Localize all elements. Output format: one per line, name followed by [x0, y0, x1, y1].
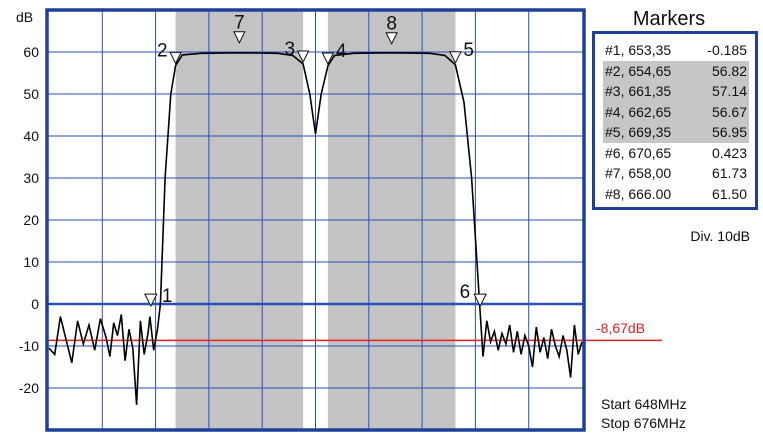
marker-row-value: 56.67	[711, 103, 747, 120]
reference-level-label: -8,67dB	[596, 320, 646, 336]
marker-row-value: 0.423	[711, 144, 747, 161]
marker-row: #8, 666.00 61.50	[603, 184, 749, 205]
marker-row-value: 61.50	[711, 185, 747, 202]
stop-frequency-label: Stop 676MHz	[601, 415, 686, 431]
division-label: Div. 10dB	[690, 228, 750, 244]
marker-row: #5, 669,35 56.95	[603, 122, 749, 143]
grid-lines	[47, 10, 584, 430]
marker-row-id-freq: #8, 666.00	[605, 185, 672, 202]
marker-row-value: 57.14	[711, 83, 747, 99]
marker-row-id-freq: #7, 658,00	[605, 165, 672, 181]
y-tick-label: -10	[19, 338, 39, 354]
markers-title: Markers	[632, 8, 706, 30]
marker-triangle-4	[321, 52, 335, 66]
filter-response-trace	[48, 51, 583, 405]
marker-triangle-7	[233, 31, 246, 44]
y-tick-label: 0	[31, 296, 39, 312]
marker-label-8: 8	[386, 14, 397, 35]
marker-triangle-3	[296, 50, 310, 64]
marker-row: #3, 661,35 57.14	[603, 81, 749, 102]
marker-triangle-8	[385, 32, 398, 45]
marker-row-value: -0.185	[707, 42, 747, 58]
marker-table: #1, 653,35 -0.185 #2, 654,65 56.82 #3, 661,3…	[592, 31, 758, 210]
marker-row-value: 56.95	[711, 124, 747, 140]
y-unit-label: dB	[16, 9, 33, 25]
y-tick-labels: 60 50 40 30 20 10 0 -10 -20	[19, 44, 39, 396]
marker-label-1: 1	[162, 286, 173, 307]
marker-row: #4, 662,65 56.67	[603, 101, 749, 122]
marker-row-id-freq: #5, 669,35	[605, 124, 672, 140]
marker-row: #7, 658,00 61.73	[603, 163, 749, 184]
y-tick-label: -20	[19, 380, 39, 396]
marker-row-id-freq: #3, 661,35	[605, 83, 672, 99]
start-frequency-label: Start 648MHz	[601, 396, 687, 412]
y-tick-label: 30	[23, 170, 39, 186]
y-tick-label: 60	[23, 44, 39, 60]
marker-row-id-freq: #4, 662,65	[605, 103, 672, 120]
marker-triangle-1	[144, 293, 158, 308]
marker-triangles: 1 2 3 4 5 6 7 8	[144, 13, 487, 308]
marker-row-value: 61.73	[711, 165, 747, 181]
y-tick-label: 20	[23, 212, 39, 228]
marker-row-value: 56.82	[711, 62, 747, 79]
marker-label-3: 3	[285, 39, 296, 60]
marker-triangle-6	[473, 293, 487, 308]
marker-label-6: 6	[460, 282, 471, 303]
marker-row: #2, 654,65 56.82	[603, 60, 749, 81]
y-tick-label: 50	[23, 86, 39, 102]
marker-row-id-freq: #6, 670,65	[605, 144, 672, 161]
marker-row: #1, 653,35 -0.185	[603, 40, 749, 61]
y-tick-label: 10	[23, 254, 39, 270]
plot-frame	[45, 8, 586, 432]
marker-label-5: 5	[463, 40, 474, 61]
marker-row: #6, 670,65 0.423	[603, 143, 749, 164]
marker-row-id-freq: #2, 654,65	[605, 62, 672, 79]
marker-label-2: 2	[157, 40, 168, 61]
marker-triangle-2	[169, 51, 182, 65]
y-tick-label: 40	[23, 128, 39, 144]
marker-label-7: 7	[234, 13, 245, 34]
marker-label-4: 4	[336, 41, 347, 62]
marker-row-id-freq: #1, 653,35	[605, 42, 672, 58]
marker-triangle-5	[449, 51, 462, 64]
